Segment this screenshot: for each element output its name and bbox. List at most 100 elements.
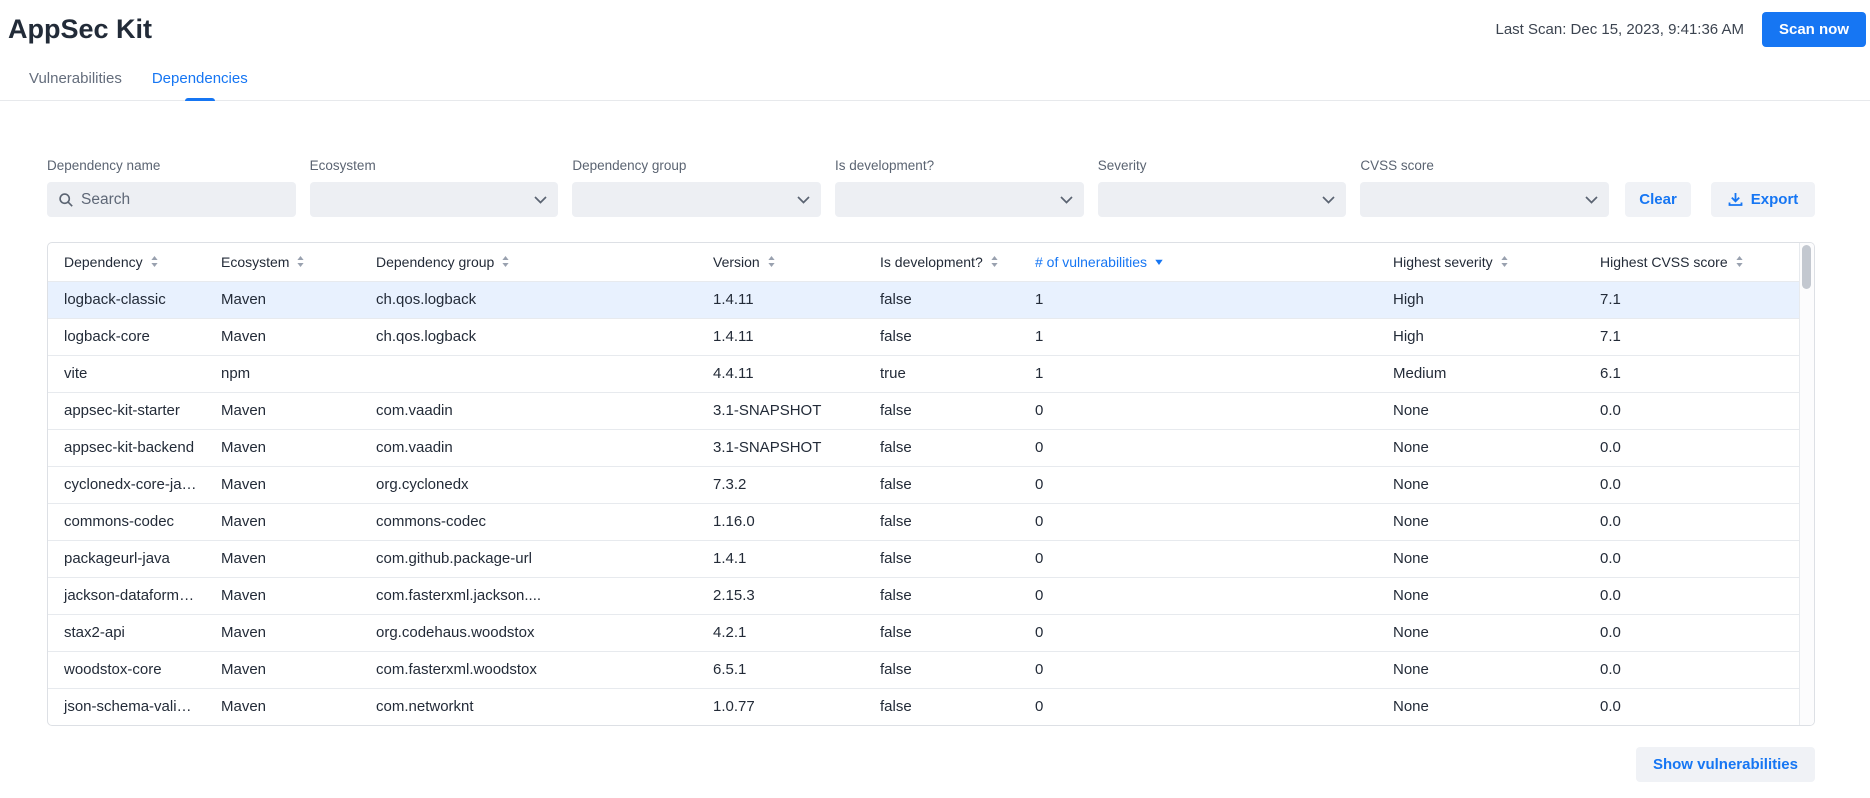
table-row[interactable]: cyclonedx-core-java Maven org.cyclonedx 7.3… xyxy=(48,465,1799,503)
table-cell: Maven xyxy=(205,428,360,466)
sort-icon[interactable] xyxy=(150,255,159,268)
table-cell: Maven xyxy=(205,280,360,318)
table-cell: 7.1 xyxy=(1584,317,1799,355)
table-cell: false xyxy=(864,539,1019,577)
tab-vulnerabilities[interactable]: Vulnerabilities xyxy=(29,70,122,87)
table-cell: Maven xyxy=(205,576,360,614)
search-input[interactable] xyxy=(81,190,285,209)
table-cell: None xyxy=(1377,650,1584,688)
table-row[interactable]: appsec-kit-backend Maven com.vaadin 3.1-SNA… xyxy=(48,428,1799,466)
table-cell: ch.qos.logback xyxy=(360,280,697,318)
table-cell: 4.2.1 xyxy=(697,613,864,651)
chevron-down-icon[interactable] xyxy=(534,195,547,204)
table-cell: cyclonedx-core-java xyxy=(48,465,205,503)
chevron-down-icon[interactable] xyxy=(1060,195,1073,204)
table-cell: 0 xyxy=(1019,391,1377,429)
table-cell: Medium xyxy=(1377,354,1584,392)
chevron-down-icon[interactable] xyxy=(1585,195,1598,204)
table-cell: vite xyxy=(48,354,205,392)
search-field[interactable] xyxy=(47,182,296,217)
chevron-down-icon[interactable] xyxy=(797,195,810,204)
table-cell: 6.5.1 xyxy=(697,650,864,688)
dependencies-table: Dependency Ecosystem Dependency group Versi… xyxy=(48,243,1799,725)
table-cell: 0.0 xyxy=(1584,650,1799,688)
export-button-label: Export xyxy=(1750,191,1799,208)
sort-icon[interactable] xyxy=(501,255,510,268)
table-cell: com.github.package-url xyxy=(360,539,697,577)
table-row[interactable]: appsec-kit-starter Maven com.vaadin 3.1-SNA… xyxy=(48,391,1799,429)
column-label: Dependency group xyxy=(376,253,495,270)
table-row[interactable]: json-schema-validator Maven com.networknt 1… xyxy=(48,687,1799,725)
column-header-highest-severity[interactable]: Highest severity xyxy=(1377,243,1584,281)
app-header: AppSec Kit Last Scan: Dec 15, 2023, 9:41… xyxy=(0,0,1870,48)
table-cell: false xyxy=(864,687,1019,725)
table-cell: Maven xyxy=(205,539,360,577)
table-cell: false xyxy=(864,576,1019,614)
chevron-down-icon[interactable] xyxy=(1322,195,1335,204)
column-header-dependency[interactable]: Dependency xyxy=(48,243,205,281)
clear-button[interactable]: Clear xyxy=(1625,182,1692,217)
sort-desc-icon[interactable] xyxy=(1154,258,1164,266)
sort-icon[interactable] xyxy=(990,255,999,268)
export-button[interactable]: Export xyxy=(1711,182,1816,217)
column-header-highest-cvss-score[interactable]: Highest CVSS score xyxy=(1584,243,1799,281)
filter-label: Dependency name xyxy=(47,158,161,173)
table-row[interactable]: logback-core Maven ch.qos.logback 1.4.11 fal… xyxy=(48,317,1799,355)
table-cell: packageurl-java xyxy=(48,539,205,577)
severity-select[interactable] xyxy=(1097,182,1347,217)
table-cell: 2.15.3 xyxy=(697,576,864,614)
table-row[interactable]: commons-codec Maven commons-codec 1.16.0 fal… xyxy=(48,502,1799,540)
table-cell: logback-core xyxy=(48,317,205,355)
table-row[interactable]: woodstox-core Maven com.fasterxml.woodstox… xyxy=(48,650,1799,688)
column-label: Ecosystem xyxy=(221,253,290,270)
filter-dependency-group: Dependency group xyxy=(572,158,822,217)
table-body: logback-classic Maven ch.qos.logback 1.4.11… xyxy=(48,280,1799,725)
sort-icon[interactable] xyxy=(1500,255,1509,268)
table-cell: Maven xyxy=(205,317,360,355)
table-cell: false xyxy=(864,428,1019,466)
tab-dependencies[interactable]: Dependencies xyxy=(150,64,250,100)
is-development-select[interactable] xyxy=(835,182,1084,217)
table-row[interactable]: packageurl-java Maven com.github.package-u… xyxy=(48,539,1799,577)
scan-now-button[interactable]: Scan now xyxy=(1761,11,1866,47)
sort-icon[interactable] xyxy=(296,255,305,268)
table-cell: com.vaadin xyxy=(360,428,697,466)
table-cell: 0 xyxy=(1019,428,1377,466)
ecosystem-select[interactable] xyxy=(309,182,559,217)
column-header-version[interactable]: Version xyxy=(697,243,864,281)
table-row[interactable]: logback-classic Maven ch.qos.logback 1.4.11… xyxy=(48,280,1799,318)
dependency-group-select[interactable] xyxy=(572,182,822,217)
table-scrollbar[interactable] xyxy=(1799,243,1814,725)
column-header-dependency-group[interactable]: Dependency group xyxy=(360,243,697,281)
table-cell: 0 xyxy=(1019,576,1377,614)
table-cell: 0 xyxy=(1019,687,1377,725)
table-row[interactable]: stax2-api Maven org.codehaus.woodstox 4.2.1… xyxy=(48,613,1799,651)
table-cell: 3.1-SNAPSHOT xyxy=(697,428,864,466)
table-cell: Maven xyxy=(205,465,360,503)
show-vulnerabilities-button[interactable]: Show vulnerabilities xyxy=(1635,747,1815,782)
table-cell: 0 xyxy=(1019,650,1377,688)
table-cell: None xyxy=(1377,391,1584,429)
table-cell: 0 xyxy=(1019,502,1377,540)
table-cell: 0.0 xyxy=(1584,391,1799,429)
column-header-is-development[interactable]: Is development? xyxy=(864,243,1019,281)
sort-icon[interactable] xyxy=(1735,255,1744,268)
table-cell: 7.3.2 xyxy=(697,465,864,503)
sort-icon[interactable] xyxy=(767,255,776,268)
column-header-of-vulnerabilities[interactable]: # of vulnerabilities xyxy=(1019,243,1377,281)
filter-label: CVSS score xyxy=(1360,158,1434,173)
table-cell: 1 xyxy=(1019,280,1377,318)
table-row[interactable]: jackson-dataformat-xml Maven com.fasterxml… xyxy=(48,576,1799,614)
scrollbar-thumb[interactable] xyxy=(1802,245,1811,289)
table-cell: 0.0 xyxy=(1584,465,1799,503)
column-label: Version xyxy=(713,253,760,270)
table-cell: None xyxy=(1377,576,1584,614)
table-cell: true xyxy=(864,354,1019,392)
column-label: Is development? xyxy=(880,253,983,270)
table-cell: false xyxy=(864,280,1019,318)
table-cell: 1 xyxy=(1019,317,1377,355)
column-header-ecosystem[interactable]: Ecosystem xyxy=(205,243,360,281)
table-cell: 1.0.77 xyxy=(697,687,864,725)
table-row[interactable]: vite npm 4.4.11 true 1 Medium 6.1 xyxy=(48,354,1799,392)
cvss-score-select[interactable] xyxy=(1360,182,1610,217)
